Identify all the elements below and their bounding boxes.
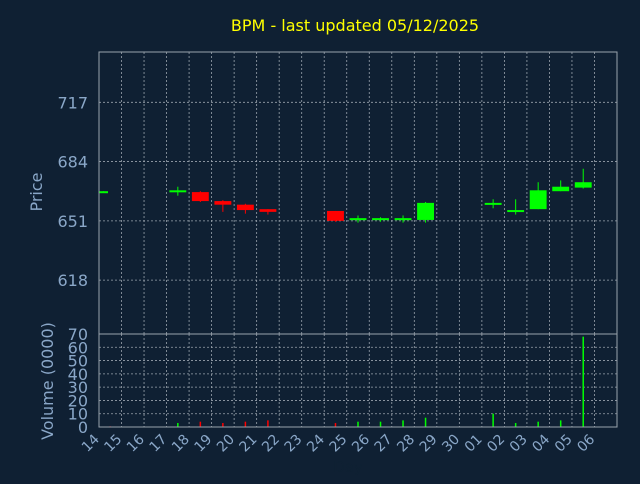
candle-body bbox=[372, 218, 389, 221]
candle bbox=[574, 168, 592, 189]
volume-panel-frame bbox=[98, 333, 618, 428]
candle bbox=[484, 199, 502, 209]
candle-body bbox=[236, 204, 254, 211]
x-axis-label: Day bbox=[333, 458, 363, 476]
volume-series bbox=[109, 336, 584, 427]
volume-y-tick-label: 60 bbox=[68, 338, 88, 357]
candle-body bbox=[191, 192, 209, 202]
volume-bar bbox=[379, 421, 382, 427]
volume-bar bbox=[222, 423, 224, 427]
candle-body bbox=[259, 209, 277, 212]
volume-y-tick-label: 10 bbox=[68, 405, 88, 424]
candle-body bbox=[99, 191, 109, 194]
volume-bar bbox=[514, 423, 517, 427]
price-y-tick-label: 717 bbox=[57, 93, 88, 112]
volume-y-tick-label: 50 bbox=[68, 352, 88, 371]
chart-title: BPM - last updated 05/12/2025 bbox=[231, 16, 479, 35]
volume-y-tick-label: 40 bbox=[68, 365, 88, 384]
volume-bar bbox=[582, 336, 584, 427]
candle-body bbox=[484, 202, 502, 205]
price-y-tick-label: 618 bbox=[57, 271, 88, 290]
candlestick-series bbox=[99, 168, 592, 223]
x-axis-ticks: 1415161718192021222324252627282930010203… bbox=[79, 431, 598, 455]
volume-bar bbox=[424, 417, 427, 427]
volume-bar bbox=[357, 421, 359, 427]
volume-bar bbox=[244, 421, 247, 427]
volume-bar bbox=[334, 423, 337, 427]
candle-body bbox=[417, 202, 435, 220]
volume-gridlines bbox=[99, 334, 617, 427]
price-gridlines bbox=[99, 52, 617, 334]
volume-y-tick-label: 20 bbox=[68, 391, 88, 410]
candle-body bbox=[169, 190, 187, 193]
volume-bar bbox=[492, 413, 494, 427]
volume-y-tick-label: 30 bbox=[68, 378, 88, 397]
candle-body bbox=[529, 190, 547, 210]
candle-body bbox=[552, 186, 570, 192]
candle bbox=[507, 199, 525, 215]
price-y-tick-label: 684 bbox=[57, 153, 88, 172]
candle bbox=[214, 200, 232, 212]
volume-bar bbox=[537, 421, 539, 427]
price-y-tick-label: 651 bbox=[57, 212, 88, 231]
candle bbox=[552, 180, 570, 192]
price-axis-label: Price bbox=[27, 172, 46, 211]
candle-body bbox=[574, 182, 592, 188]
candle bbox=[394, 215, 412, 223]
candle-body bbox=[349, 218, 367, 221]
candle bbox=[191, 191, 209, 202]
volume-bar bbox=[177, 423, 179, 427]
volume-y-tick-label: 0 bbox=[78, 418, 88, 437]
candle bbox=[259, 209, 277, 215]
candle bbox=[529, 182, 547, 210]
candle-body bbox=[214, 201, 232, 205]
candle bbox=[169, 186, 187, 196]
candle bbox=[327, 210, 344, 222]
volume-axis-label: Volume (0000) bbox=[38, 322, 57, 440]
candle bbox=[349, 215, 367, 223]
volume-bar bbox=[402, 420, 404, 427]
candle bbox=[236, 203, 254, 214]
volume-bar bbox=[267, 420, 269, 427]
volume-bar bbox=[559, 420, 562, 427]
price-y-ticks: 618 651 684 717 bbox=[57, 93, 88, 290]
candle-body bbox=[507, 210, 525, 213]
candle-body bbox=[327, 210, 344, 221]
candle bbox=[417, 201, 435, 223]
candle bbox=[99, 191, 109, 194]
candle bbox=[372, 217, 389, 222]
candle-body bbox=[394, 218, 412, 221]
volume-bar bbox=[199, 421, 202, 427]
volume-y-tick-label: 70 bbox=[68, 325, 88, 344]
